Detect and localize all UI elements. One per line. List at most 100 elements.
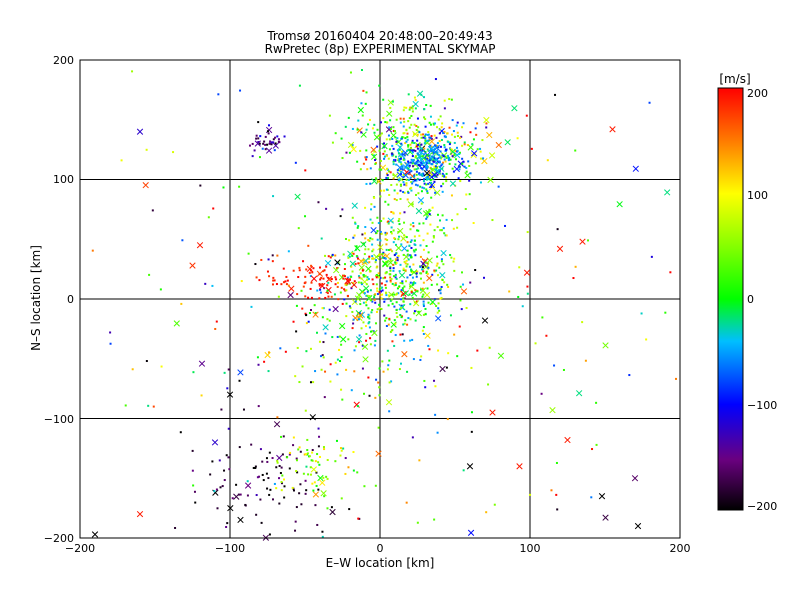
data-point (298, 492, 301, 495)
data-point (414, 319, 417, 322)
data-point (439, 297, 442, 300)
data-point (464, 207, 467, 210)
data-point (351, 251, 354, 254)
data-point (367, 376, 370, 379)
data-point (392, 160, 395, 163)
data-point-cross (198, 360, 206, 367)
data-point (300, 289, 303, 292)
data-point (369, 237, 372, 240)
data-point (371, 278, 374, 281)
data-point-cross (272, 142, 279, 149)
data-point (434, 165, 437, 168)
data-point (411, 139, 414, 142)
data-point (369, 299, 372, 302)
data-point (411, 155, 414, 158)
data-point (393, 305, 396, 308)
data-point (440, 285, 443, 288)
data-point (447, 352, 450, 355)
data-point (389, 128, 392, 131)
data-point (321, 530, 324, 533)
data-point (272, 195, 275, 198)
data-point-cross (488, 152, 496, 159)
data-point (365, 149, 368, 152)
y-tick-label: 0 (67, 293, 74, 306)
data-point (306, 452, 309, 455)
data-point (427, 182, 430, 185)
data-point (456, 355, 459, 358)
data-point (422, 172, 425, 175)
data-point-cross (310, 466, 317, 473)
data-point (417, 192, 420, 195)
data-point (374, 177, 377, 180)
data-point (299, 483, 302, 486)
data-point (446, 154, 449, 157)
data-point (443, 232, 446, 235)
data-point (401, 333, 404, 336)
data-point (357, 281, 360, 284)
data-point (322, 341, 325, 344)
data-point (375, 266, 378, 269)
x-tick-label: 100 (520, 542, 541, 555)
data-point (251, 142, 254, 145)
chart-subtitle: RwPretec (8p) EXPERIMENTAL SKYMAP (265, 42, 496, 56)
data-point (431, 159, 434, 162)
data-point (339, 360, 342, 363)
data-point (526, 231, 529, 234)
data-point (415, 170, 418, 173)
data-point (382, 251, 385, 254)
data-point (354, 262, 357, 265)
data-point (273, 279, 276, 282)
data-point (423, 142, 426, 145)
data-point (311, 448, 314, 451)
data-point (348, 255, 351, 258)
data-point-cross (371, 329, 378, 337)
data-point (347, 338, 350, 341)
data-point (384, 238, 387, 241)
data-point (403, 322, 406, 325)
data-point (152, 405, 155, 408)
data-point (145, 148, 148, 151)
data-point-cross (381, 142, 388, 150)
data-point-cross (453, 165, 460, 173)
data-point (385, 154, 388, 157)
data-point (274, 142, 277, 145)
data-point (390, 380, 393, 383)
data-point (309, 287, 312, 290)
data-point (191, 469, 194, 472)
data-point (380, 220, 383, 223)
data-point (406, 370, 409, 373)
data-point (355, 248, 358, 251)
data-point (387, 203, 390, 206)
data-point (645, 338, 648, 341)
data-point (425, 188, 428, 191)
data-point (321, 307, 324, 310)
data-point (435, 269, 438, 272)
data-point (391, 100, 394, 103)
data-point (398, 169, 401, 172)
data-point (364, 274, 367, 277)
data-point (389, 299, 392, 302)
data-point (373, 205, 376, 208)
data-point (343, 288, 346, 291)
data-point (292, 436, 295, 439)
data-point (359, 168, 362, 171)
data-point (384, 257, 387, 260)
data-point (444, 160, 447, 163)
data-point (387, 294, 390, 297)
data-point-cross (602, 342, 609, 349)
data-point-cross (357, 312, 364, 319)
data-point (407, 93, 410, 96)
data-point (376, 230, 379, 233)
data-point (399, 173, 402, 176)
data-point (343, 263, 346, 266)
data-point (322, 277, 325, 280)
data-point (574, 149, 577, 152)
data-point (545, 334, 548, 337)
data-point (438, 289, 441, 292)
data-point (446, 283, 449, 286)
data-point (429, 115, 432, 118)
data-point (442, 132, 445, 135)
data-point (433, 134, 436, 137)
data-point (451, 148, 454, 151)
